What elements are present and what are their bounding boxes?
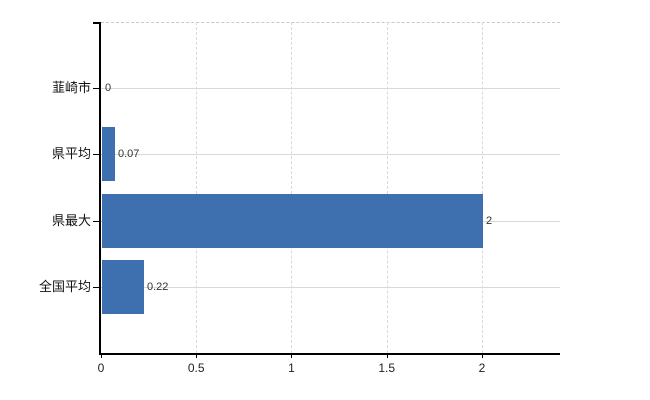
plot-top-border <box>101 22 560 23</box>
y-axis-tick <box>93 287 99 288</box>
y-axis-line <box>99 22 101 353</box>
x-axis-tick-label: 1.5 <box>378 361 396 375</box>
value-label: 0.07 <box>118 148 140 160</box>
x-axis-tick <box>196 353 197 358</box>
horizontal-gridline <box>101 88 560 89</box>
y-axis-tick <box>93 221 99 222</box>
x-axis-tick-label: 1 <box>288 361 295 375</box>
x-axis-tick-label: 0 <box>97 361 105 375</box>
y-axis-tick <box>93 154 99 155</box>
x-axis-line <box>99 353 560 355</box>
horizontal-gridline <box>101 154 560 155</box>
bar-全国平均 <box>102 260 144 314</box>
x-axis-tick <box>101 353 102 358</box>
y-axis-endcap <box>93 22 101 24</box>
vertical-gridline <box>481 22 483 353</box>
value-label: 2 <box>486 215 493 227</box>
value-label: 0 <box>105 82 112 94</box>
vertical-gridline <box>291 22 293 353</box>
y-axis-tick <box>93 88 99 89</box>
category-label-県最大: 県最大 <box>51 212 91 228</box>
category-label-県平均: 県平均 <box>51 146 91 162</box>
x-axis-tick-label: 2 <box>478 361 486 375</box>
bar-県平均 <box>102 127 115 181</box>
horizontal-gridline <box>101 287 560 288</box>
x-axis-tick <box>387 353 388 358</box>
category-label-全国平均: 全国平均 <box>38 278 91 294</box>
vertical-gridline <box>386 22 388 353</box>
x-axis-tick <box>291 353 292 358</box>
x-axis-tick <box>482 353 483 358</box>
bar-県最大 <box>102 194 483 248</box>
category-label-韮崎市: 韮崎市 <box>51 80 91 96</box>
value-label: 0.22 <box>147 281 169 293</box>
vertical-gridline <box>196 22 198 353</box>
x-axis-tick-label: 0.5 <box>187 361 205 375</box>
plot-area: 0 0.07 2 0.22 <box>93 22 560 358</box>
